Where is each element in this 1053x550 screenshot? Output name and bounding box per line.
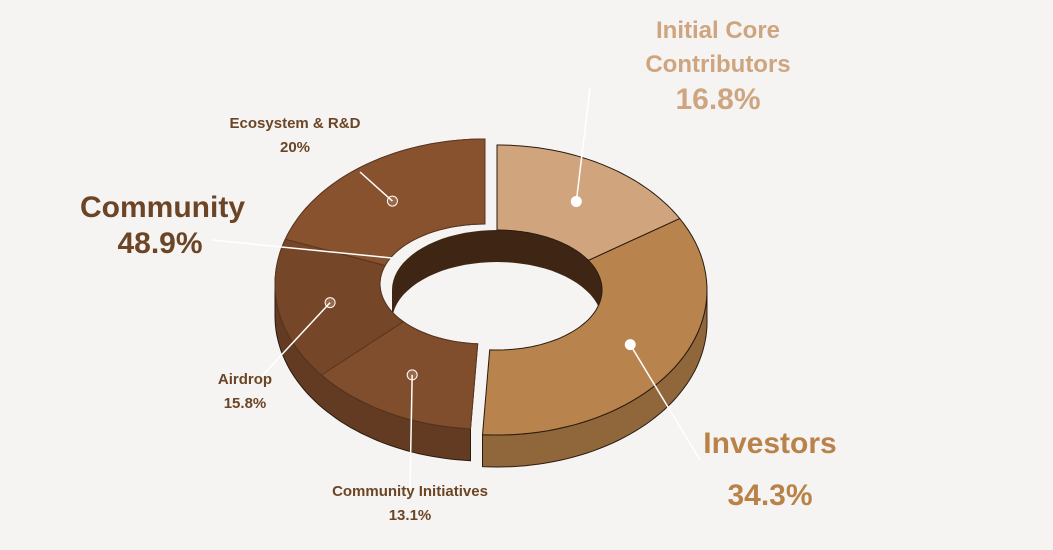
community-initiatives-label: Community Initiatives 13.1% xyxy=(300,480,520,528)
community-name: Community xyxy=(80,191,245,224)
initial-core-contributors-label: Initial Core Contributors 16.8% xyxy=(608,14,828,118)
initial-core-name-line2: Contributors xyxy=(645,51,791,78)
community-value: 48.9% xyxy=(117,227,203,260)
ecosystem-value: 20% xyxy=(279,139,311,156)
initial-core-value: 16.8% xyxy=(675,83,761,116)
donut-hole-wall xyxy=(392,230,602,322)
community-initiatives-leader xyxy=(409,374,413,489)
initial-core-leader xyxy=(575,87,591,202)
airdrop-label: Airdrop 15.8% xyxy=(190,368,300,416)
investors-slice xyxy=(481,217,708,436)
airdrop-value: 15.8% xyxy=(223,395,267,412)
investors-label: Investors 34.3% xyxy=(690,426,850,514)
investors-leader xyxy=(629,344,701,461)
airdrop-leader xyxy=(259,302,331,379)
ecosystem-leader xyxy=(359,171,393,202)
airdrop-name: Airdrop xyxy=(217,371,273,388)
community-initiatives-value: 13.1% xyxy=(388,507,432,524)
community-label: Community 48.9% xyxy=(80,190,245,262)
initial-core-name-line1: Initial Core xyxy=(655,17,781,44)
community-leader xyxy=(211,239,393,259)
ecosystem-label: Ecosystem & R&D 20% xyxy=(220,112,370,160)
community-initiatives-name: Community Initiatives xyxy=(332,483,488,500)
ecosystem-slice xyxy=(284,138,486,267)
ecosystem-name: Ecosystem & R&D xyxy=(229,115,361,132)
investors-name: Investors xyxy=(703,427,837,460)
investors-value: 34.3% xyxy=(727,479,813,512)
